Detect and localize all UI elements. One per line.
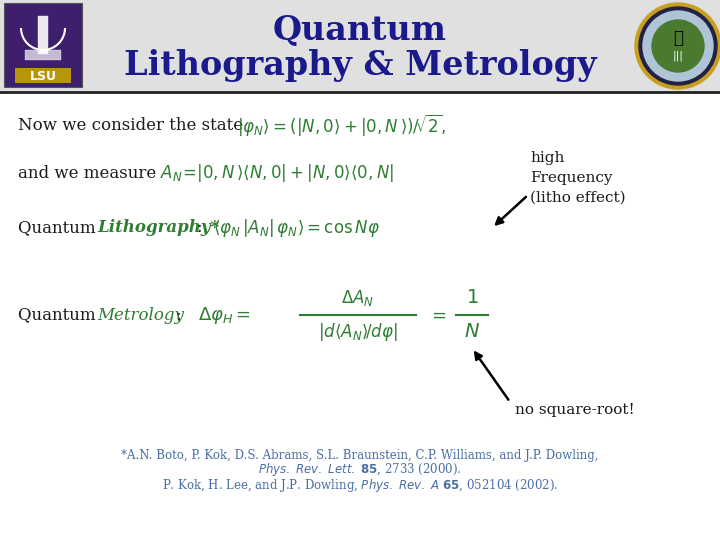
Text: LSU: LSU — [30, 70, 56, 83]
Bar — [25, 50, 61, 60]
Text: $\Delta A_N$: $\Delta A_N$ — [341, 288, 374, 308]
Text: $N$: $N$ — [464, 323, 480, 341]
Text: $\langle\varphi_N\,|A_N|\,\varphi_N\rangle = \cos N\varphi$: $\langle\varphi_N\,|A_N|\,\varphi_N\rang… — [213, 217, 379, 239]
Text: Quantum: Quantum — [18, 307, 101, 323]
Text: $\Delta\varphi_H =$: $\Delta\varphi_H =$ — [198, 305, 251, 326]
Text: and we measure: and we measure — [18, 165, 167, 181]
Bar — [0, 0, 720, 92]
Text: no square-root!: no square-root! — [515, 403, 635, 417]
Text: Quantum: Quantum — [18, 219, 101, 237]
Text: Quantum: Quantum — [273, 14, 447, 46]
Text: |||: ||| — [672, 51, 683, 61]
Text: :: : — [175, 307, 181, 323]
Text: Lithography*: Lithography* — [97, 219, 220, 237]
Text: Frequency: Frequency — [530, 171, 613, 185]
Text: $=$: $=$ — [428, 306, 446, 324]
Text: Metrology: Metrology — [97, 307, 184, 323]
Text: *A.N. Boto, P. Kok, D.S. Abrams, S.L. Braunstein, C.P. Williams, and J.P. Dowlin: *A.N. Boto, P. Kok, D.S. Abrams, S.L. Br… — [121, 449, 599, 462]
Text: 🦅: 🦅 — [673, 29, 683, 47]
Bar — [4, 3, 82, 87]
Text: $|\varphi_N\rangle = (|N,0\rangle + |0,N\,\rangle)/\!\sqrt{2},$: $|\varphi_N\rangle = (|N,0\rangle + |0,N… — [237, 112, 446, 138]
Bar — [38, 16, 48, 54]
Text: $\it{Phys.\ Rev.\ Lett.}$ $\mathbf{85}$, 2733 (2000).: $\it{Phys.\ Rev.\ Lett.}$ $\mathbf{85}$,… — [258, 462, 462, 478]
Text: P. Kok, H. Lee, and J.P. Dowling, $\it{Phys.\ Rev.\ A}$ $\mathbf{65}$, 052104 (2: P. Kok, H. Lee, and J.P. Dowling, $\it{P… — [162, 476, 558, 494]
Text: :: : — [197, 219, 213, 237]
Text: Now we consider the state: Now we consider the state — [18, 117, 253, 133]
Text: $A_N\!=\!|0,N\,\rangle\langle N,0| + |N,0\rangle\langle 0,N|$: $A_N\!=\!|0,N\,\rangle\langle N,0| + |N,… — [160, 162, 394, 184]
Circle shape — [639, 7, 717, 85]
Circle shape — [635, 3, 720, 89]
Bar — [15, 68, 71, 83]
Text: high: high — [530, 151, 564, 165]
Circle shape — [652, 20, 704, 72]
Text: Lithography & Metrology: Lithography & Metrology — [124, 49, 596, 82]
Circle shape — [643, 11, 713, 81]
Text: $|d\langle A_N\rangle\!/d\varphi|$: $|d\langle A_N\rangle\!/d\varphi|$ — [318, 321, 398, 343]
Text: (litho effect): (litho effect) — [530, 191, 626, 205]
Text: $1$: $1$ — [466, 289, 478, 307]
